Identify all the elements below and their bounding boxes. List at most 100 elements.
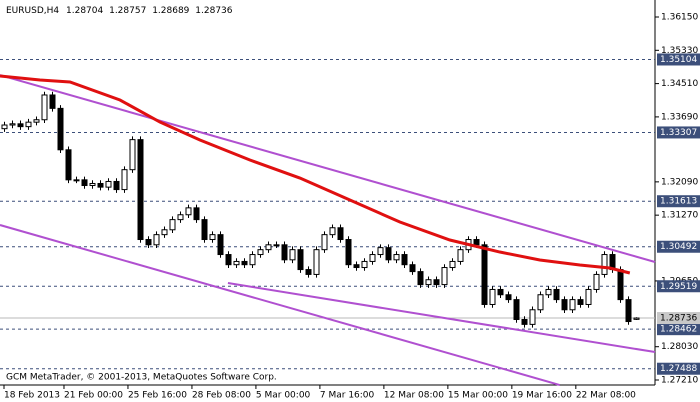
x-tick-label: 7 Mar 16:00 <box>320 391 375 401</box>
candle-body <box>369 254 376 262</box>
candle-body <box>569 299 576 311</box>
chart-header: EURUSD,H4 1.28704 1.28757 1.28689 1.2873… <box>6 6 233 16</box>
x-tick-label: 19 Mar 16:00 <box>512 391 572 401</box>
candle-body <box>281 244 288 261</box>
candle-body <box>249 254 256 266</box>
candle-body <box>233 260 240 266</box>
candle-body <box>57 107 64 151</box>
candle-body <box>201 219 208 241</box>
level-label: 1.28462 <box>660 325 697 335</box>
header-open: 1.28704 <box>66 6 103 16</box>
x-tick-label: 12 Mar 08:00 <box>384 391 444 401</box>
candle-body <box>553 288 560 301</box>
trendline <box>0 74 656 263</box>
candle-body <box>305 269 312 275</box>
candle-body <box>9 123 16 126</box>
level-label: 1.29519 <box>660 282 697 292</box>
trendline <box>227 282 656 354</box>
candle-body <box>129 139 136 171</box>
candle-body <box>273 244 280 247</box>
symbol: EURUSD,H4 <box>6 6 59 16</box>
candle-body <box>65 149 72 181</box>
candle-body <box>545 288 552 296</box>
x-tick-label: 22 Mar 08:00 <box>576 391 636 401</box>
header-close: 1.28736 <box>195 6 232 16</box>
candle-body <box>137 139 144 241</box>
y-tick-label: 1.32090 <box>661 177 698 187</box>
candle-body <box>241 260 248 266</box>
copyright: GCM MetaTrader, © 2001-2013, MetaQuotes … <box>6 373 277 383</box>
y-tick-label: 1.34510 <box>661 79 698 89</box>
candle-body <box>353 264 360 269</box>
candle-body <box>329 227 336 236</box>
level-box <box>657 195 700 208</box>
candle-body <box>345 239 352 266</box>
candle-body <box>225 254 232 266</box>
candle-body <box>377 247 384 256</box>
y-tick-label: 1.28030 <box>661 342 698 352</box>
x-tick-label: 18 Feb 2013 <box>4 391 60 401</box>
level-box <box>657 362 700 375</box>
candle-body <box>457 249 464 262</box>
candle-body <box>89 182 96 187</box>
candle-body <box>169 219 176 231</box>
level-box <box>657 240 700 253</box>
x-tick-label: 21 Feb 00:00 <box>64 391 123 401</box>
candle-body <box>289 249 296 261</box>
candle-body <box>401 254 408 266</box>
y-tick-label: 1.36150 <box>661 13 698 23</box>
candle-body <box>529 309 536 325</box>
header-low: 1.28689 <box>152 6 189 16</box>
candle-body <box>617 269 624 301</box>
candle-body <box>625 299 632 323</box>
candle-body <box>593 273 600 290</box>
y-tick-label: 1.35330 <box>661 46 698 56</box>
y-tick-label: 1.31270 <box>661 211 698 221</box>
candle-body <box>489 288 496 305</box>
candle-body <box>33 119 40 123</box>
candle-body <box>17 123 24 128</box>
candle-body <box>265 244 272 251</box>
candle-body <box>193 207 200 221</box>
candle-body <box>633 317 640 320</box>
candle-body <box>497 288 504 296</box>
y-tick-label: 1.27210 <box>661 376 698 386</box>
candles <box>1 91 640 328</box>
level-box <box>657 53 700 66</box>
candle-body <box>217 234 224 256</box>
candle-body <box>81 179 88 187</box>
candle-body <box>97 182 104 188</box>
candle-body <box>337 227 344 241</box>
level-box <box>657 126 700 139</box>
candle-body <box>537 294 544 311</box>
y-tick-label: 1.33690 <box>661 112 698 122</box>
level-label: 1.35104 <box>660 55 697 65</box>
candle-body <box>153 234 160 246</box>
candle-body <box>385 247 392 261</box>
candle-body <box>161 229 168 236</box>
candle-body <box>441 267 448 286</box>
candle-body <box>425 279 432 286</box>
candle-body <box>601 254 608 275</box>
candle-body <box>409 264 416 273</box>
candle-body <box>121 169 128 191</box>
level-label: 1.27488 <box>660 364 697 374</box>
trendline <box>0 224 561 387</box>
candle-body <box>481 244 488 305</box>
candle-body <box>209 234 216 241</box>
level-label: 1.33307 <box>660 128 697 138</box>
candle-body <box>417 271 424 286</box>
candle-body <box>585 288 592 305</box>
candle-body <box>297 249 304 271</box>
level-box <box>657 280 700 293</box>
current-price-box <box>657 312 700 325</box>
level-box <box>657 323 700 336</box>
x-tick-label: 25 Feb 16:00 <box>128 391 187 401</box>
x-tick-label: 5 Mar 00:00 <box>256 391 311 401</box>
candle-body <box>513 299 520 321</box>
candle-body <box>505 294 512 301</box>
candle-body <box>313 249 320 275</box>
candle-body <box>145 239 152 246</box>
candle-body <box>449 260 456 269</box>
